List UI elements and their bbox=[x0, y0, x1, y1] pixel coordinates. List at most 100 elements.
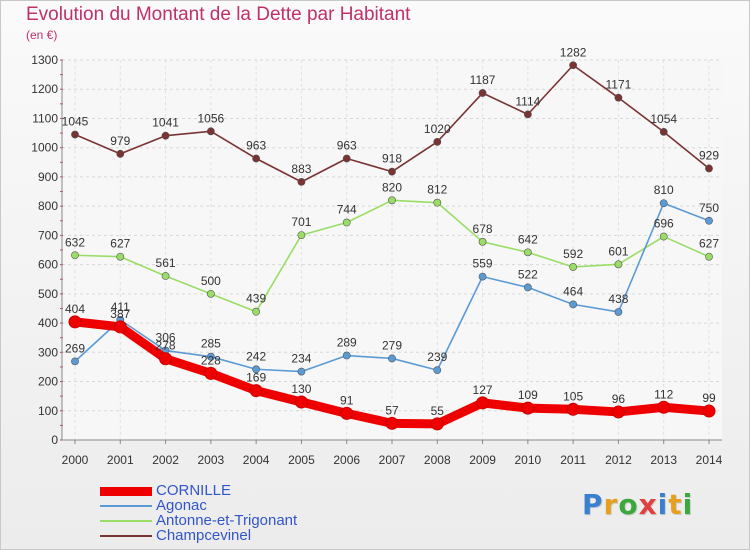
data-label: 1056 bbox=[198, 111, 225, 125]
chart-title: Evolution du Montant de la Dette par Hab… bbox=[26, 4, 411, 25]
data-label: 500 bbox=[201, 274, 221, 288]
y-tick-label: 1100 bbox=[32, 111, 58, 125]
data-label: 404 bbox=[65, 302, 85, 316]
data-point bbox=[705, 252, 713, 261]
data-point bbox=[161, 131, 170, 140]
data-label: 820 bbox=[382, 180, 402, 194]
data-point bbox=[159, 352, 173, 366]
data-point bbox=[116, 149, 125, 158]
proxiti-logo: Proxiti bbox=[582, 488, 694, 521]
data-label: 306 bbox=[156, 331, 176, 345]
x-tick-label: 2004 bbox=[243, 453, 270, 467]
data-label: 696 bbox=[654, 217, 674, 231]
data-label: 632 bbox=[65, 235, 85, 249]
data-label: 130 bbox=[291, 382, 311, 396]
data-label: 127 bbox=[473, 383, 493, 397]
data-label: 278 bbox=[156, 339, 176, 353]
data-point bbox=[342, 218, 351, 227]
data-label: 1045 bbox=[62, 115, 89, 129]
x-tick-label: 2000 bbox=[62, 453, 89, 467]
data-label: 1187 bbox=[470, 73, 496, 87]
data-point bbox=[71, 357, 79, 366]
data-label: 57 bbox=[385, 403, 399, 417]
data-point bbox=[478, 89, 487, 97]
unit-label: (en €) bbox=[26, 28, 58, 42]
data-point bbox=[705, 216, 713, 225]
x-tick-label: 2014 bbox=[696, 453, 723, 467]
data-label: 1020 bbox=[424, 122, 451, 136]
data-label: 1041 bbox=[152, 116, 179, 130]
data-label: 883 bbox=[291, 162, 311, 176]
data-point bbox=[433, 366, 442, 375]
x-tick-label: 2013 bbox=[650, 453, 677, 467]
y-tick-label: 800 bbox=[38, 199, 58, 213]
x-tick-label: 2008 bbox=[424, 453, 451, 467]
data-point bbox=[71, 130, 79, 139]
data-point bbox=[204, 366, 218, 380]
x-tick-label: 2009 bbox=[469, 453, 496, 467]
y-tick-label: 300 bbox=[38, 345, 58, 359]
data-point bbox=[476, 396, 490, 410]
data-point bbox=[342, 351, 351, 360]
data-point bbox=[521, 401, 535, 415]
data-label: 627 bbox=[110, 237, 130, 251]
plot-area bbox=[62, 60, 722, 440]
y-tick-label: 500 bbox=[38, 287, 58, 301]
data-point bbox=[569, 263, 578, 271]
data-point bbox=[523, 110, 532, 119]
data-label: 601 bbox=[608, 244, 628, 258]
data-label: 242 bbox=[246, 349, 266, 363]
y-tick-label: 100 bbox=[38, 404, 58, 418]
data-point bbox=[430, 417, 444, 431]
data-label: 105 bbox=[563, 389, 583, 403]
data-point bbox=[614, 308, 623, 316]
legend-label: Agonac bbox=[156, 497, 207, 514]
x-tick-label: 2012 bbox=[605, 453, 632, 467]
data-label: 228 bbox=[201, 353, 221, 367]
data-point bbox=[68, 315, 82, 329]
data-label: 411 bbox=[111, 300, 130, 314]
data-point bbox=[388, 167, 396, 176]
data-label: 810 bbox=[654, 183, 674, 197]
x-tick-label: 2007 bbox=[379, 453, 406, 467]
data-label: 91 bbox=[340, 393, 354, 407]
data-point bbox=[297, 231, 306, 239]
data-label: 929 bbox=[699, 148, 719, 162]
data-point bbox=[659, 232, 668, 241]
y-tick-label: 900 bbox=[38, 170, 58, 184]
y-tick-label: 400 bbox=[38, 316, 58, 330]
data-point bbox=[523, 283, 532, 292]
data-point bbox=[614, 93, 623, 102]
data-label: 750 bbox=[699, 201, 719, 215]
data-point bbox=[294, 395, 308, 409]
data-label: 744 bbox=[337, 203, 357, 217]
data-point bbox=[659, 128, 668, 136]
data-point bbox=[611, 405, 625, 419]
data-label: 522 bbox=[518, 267, 538, 281]
data-point bbox=[433, 137, 442, 146]
y-tick-label: 600 bbox=[38, 258, 58, 272]
data-point bbox=[206, 127, 215, 136]
data-label: 464 bbox=[563, 284, 583, 298]
data-point bbox=[433, 198, 442, 207]
data-point bbox=[478, 272, 487, 281]
data-point bbox=[161, 272, 170, 280]
data-point bbox=[252, 365, 261, 374]
data-label: 559 bbox=[473, 257, 493, 271]
data-label: 963 bbox=[246, 139, 266, 153]
data-point bbox=[71, 251, 79, 260]
data-label: 592 bbox=[563, 247, 583, 261]
x-tick-label: 2002 bbox=[152, 453, 179, 467]
data-label: 438 bbox=[608, 292, 628, 306]
y-tick-label: 1000 bbox=[31, 141, 58, 155]
data-point bbox=[566, 402, 580, 416]
data-point bbox=[340, 406, 354, 420]
data-point bbox=[297, 177, 306, 186]
data-label: 1171 bbox=[606, 78, 632, 92]
data-label: 112 bbox=[654, 387, 673, 401]
x-tick-label: 2011 bbox=[560, 453, 586, 467]
data-point bbox=[113, 320, 127, 334]
data-point bbox=[388, 196, 396, 205]
data-label: 561 bbox=[156, 256, 176, 270]
data-label: 289 bbox=[337, 336, 357, 350]
